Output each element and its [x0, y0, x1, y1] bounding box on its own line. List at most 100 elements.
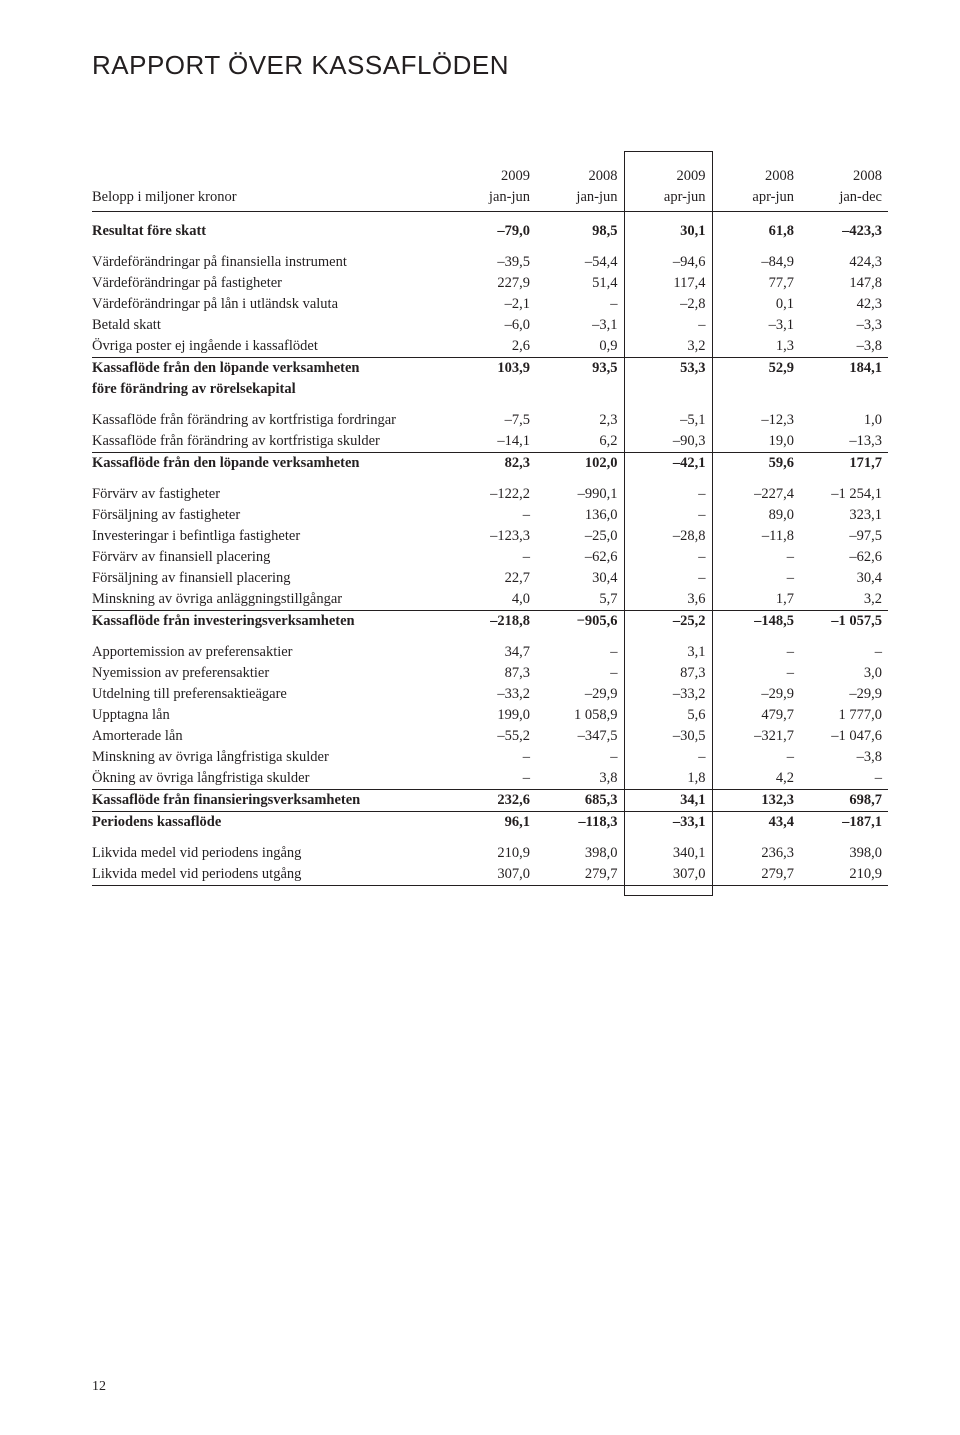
table-row: Minskning av övriga anläggningstillgånga…: [92, 589, 888, 610]
row-label: Minskning av övriga anläggningstillgånga…: [92, 589, 448, 610]
cell: 132,3: [712, 790, 800, 812]
cell: 323,1: [800, 505, 888, 526]
col-year: 2008: [806, 162, 882, 187]
cell: –3,8: [800, 336, 888, 357]
cell: 232,6: [448, 790, 536, 812]
cell: –1 057,5: [800, 611, 888, 633]
cell: 184,1: [800, 358, 888, 401]
table-row: Kassaflöde från den löpande verksamheten…: [92, 358, 888, 401]
col-year: 2009: [631, 162, 706, 187]
row-label: Investeringar i befintliga fastigheter: [92, 526, 448, 547]
cell: –33,1: [624, 812, 712, 834]
row-label: Likvida medel vid periodens ingång: [92, 843, 448, 864]
cell: –33,2: [624, 684, 712, 705]
row-label: Kassaflöde från den löpande verksamheten: [92, 453, 448, 475]
cell: –29,9: [800, 684, 888, 705]
cell: –25,0: [536, 526, 624, 547]
table-row: Investeringar i befintliga fastigheter–1…: [92, 526, 888, 547]
table-row: Utdelning till preferensaktieägare–33,2–…: [92, 684, 888, 705]
col-period: jan-dec: [806, 187, 882, 208]
cell: 117,4: [624, 273, 712, 294]
cell: 199,0: [448, 705, 536, 726]
cell: –: [624, 315, 712, 336]
cell: –187,1: [800, 812, 888, 834]
cell: –55,2: [448, 726, 536, 747]
row-label: Kassaflöde från finansieringsverksamhete…: [92, 790, 448, 812]
cell: 210,9: [800, 864, 888, 885]
row-label: Försäljning av fastigheter: [92, 505, 448, 526]
cell: –122,2: [448, 484, 536, 505]
row-label: Upptagna lån: [92, 705, 448, 726]
cell: 43,4: [712, 812, 800, 834]
cell: –2,1: [448, 294, 536, 315]
cell: –123,3: [448, 526, 536, 547]
row-label: Värdeförändringar på lån i utländsk valu…: [92, 294, 448, 315]
cell: –: [536, 642, 624, 663]
table-row: Ökning av övriga långfristiga skulder–3,…: [92, 768, 888, 789]
cell: 96,1: [448, 812, 536, 834]
cell: 1,3: [712, 336, 800, 357]
cell: 340,1: [624, 843, 712, 864]
cell: 398,0: [800, 843, 888, 864]
cell: 52,9: [712, 358, 800, 401]
table-row: Värdeförändringar på lån i utländsk valu…: [92, 294, 888, 315]
cell: 1 777,0: [800, 705, 888, 726]
cell: 98,5: [536, 221, 624, 242]
cell: –: [624, 484, 712, 505]
header-row-label: Belopp i miljoner kronor: [92, 187, 442, 208]
cell: –: [712, 642, 800, 663]
col-year: 2008: [719, 162, 795, 187]
table-row: Försäljning av finansiell placering22,73…: [92, 568, 888, 589]
cell: 2,6: [448, 336, 536, 357]
col-period: apr-jun: [631, 187, 706, 208]
col-header: 2008jan-jun: [536, 162, 624, 212]
cell: –1 254,1: [800, 484, 888, 505]
cell: 87,3: [624, 663, 712, 684]
row-label: Betald skatt: [92, 315, 448, 336]
cell: –90,3: [624, 431, 712, 452]
cell: 3,1: [624, 642, 712, 663]
table-row: Minskning av övriga långfristiga skulder…: [92, 747, 888, 768]
cell: 0,1: [712, 294, 800, 315]
cell: 59,6: [712, 453, 800, 475]
cell: –3,1: [536, 315, 624, 336]
table-row: Periodens kassaflöde96,1–118,3–33,143,4–…: [92, 812, 888, 834]
page: RAPPORT ÖVER KASSAFLÖDEN Belopp i miljon…: [0, 0, 960, 1435]
cell: 30,1: [624, 221, 712, 242]
cell: 61,8: [712, 221, 800, 242]
cell: –6,0: [448, 315, 536, 336]
table-row: Kassaflöde från förändring av kortfristi…: [92, 410, 888, 431]
cell: 307,0: [448, 864, 536, 885]
cell: 6,2: [536, 431, 624, 452]
cashflow-table: Belopp i miljoner kronor2009jan-jun2008j…: [92, 151, 888, 896]
cell: 19,0: [712, 431, 800, 452]
cell: 147,8: [800, 273, 888, 294]
page-title: RAPPORT ÖVER KASSAFLÖDEN: [92, 50, 888, 81]
col-header: 2008apr-jun: [712, 162, 800, 212]
cell: 42,3: [800, 294, 888, 315]
table-row: Kassaflöde från förändring av kortfristi…: [92, 431, 888, 452]
cell: –148,5: [712, 611, 800, 633]
cell: –: [536, 294, 624, 315]
cell: 102,0: [536, 453, 624, 475]
table-row: Förvärv av finansiell placering––62,6–––…: [92, 547, 888, 568]
cell: 30,4: [536, 568, 624, 589]
cell: 30,4: [800, 568, 888, 589]
cell: 479,7: [712, 705, 800, 726]
cell: –990,1: [536, 484, 624, 505]
col-year: 2009: [454, 162, 530, 187]
cell: –28,8: [624, 526, 712, 547]
row-label: Likvida medel vid periodens utgång: [92, 864, 448, 885]
cell: –3,1: [712, 315, 800, 336]
row-label: Förvärv av finansiell placering: [92, 547, 448, 568]
cell: –: [448, 768, 536, 789]
col-header: 2008jan-dec: [800, 162, 888, 212]
cell: –: [536, 747, 624, 768]
cell: 82,3: [448, 453, 536, 475]
cell: –1 047,6: [800, 726, 888, 747]
cell: –: [712, 547, 800, 568]
row-label: Apportemission av preferensaktier: [92, 642, 448, 663]
cell: –14,1: [448, 431, 536, 452]
cell: 227,9: [448, 273, 536, 294]
cell: –94,6: [624, 252, 712, 273]
